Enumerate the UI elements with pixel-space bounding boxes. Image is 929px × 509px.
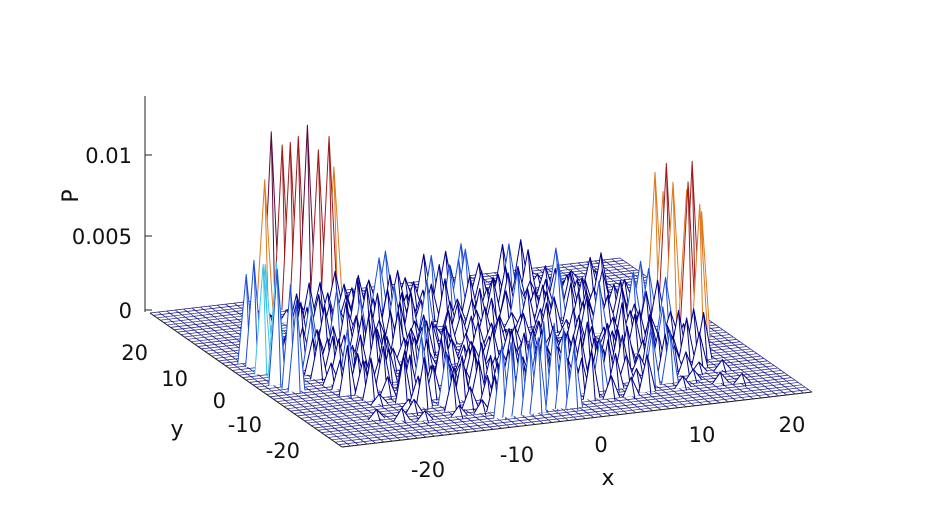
surface-peak	[378, 376, 397, 400]
surface-peak	[677, 317, 696, 365]
surface-peak	[416, 410, 434, 424]
axes: 0 0.005 0.01 P 20 10 0 -10 -20 y -20 -10…	[59, 96, 813, 491]
x-tick-label-0: -20	[411, 458, 445, 482]
y-tick-label-4: -20	[266, 439, 300, 463]
surface-peak	[320, 136, 338, 309]
surface-peak	[370, 393, 389, 407]
surface-peak	[362, 357, 380, 403]
x-tick-label-4: 20	[779, 413, 806, 437]
surface-peak	[733, 372, 751, 386]
surface-peak	[602, 375, 621, 401]
surface-peak	[287, 302, 306, 394]
y-axis-line	[149, 312, 343, 448]
z-tick-label-1: 0.005	[72, 225, 132, 249]
x-tick-label-1: -10	[500, 443, 534, 467]
surface-peak	[664, 181, 682, 329]
probability-surface	[237, 124, 751, 424]
surface-peak	[453, 355, 471, 403]
surface-peak	[514, 312, 533, 344]
y-axis-label: y	[170, 417, 183, 442]
surface-peak	[268, 268, 287, 388]
x-axis-label: x	[601, 466, 614, 491]
surface-peak	[638, 354, 657, 395]
x-tick-label-3: 10	[689, 423, 716, 447]
y-tick-label-1: 10	[161, 367, 188, 391]
surface-peak	[370, 257, 388, 314]
surface-peak	[394, 355, 413, 406]
surface-peak	[674, 375, 692, 391]
surface-peak	[310, 335, 328, 382]
surface-peak	[254, 263, 273, 377]
y-tick-label-0: 20	[121, 341, 148, 365]
surface-peak	[529, 337, 548, 416]
surface-peak	[393, 407, 411, 424]
x-axis-line	[341, 391, 813, 448]
surface-peak	[450, 404, 468, 419]
surface-peak	[661, 329, 679, 386]
z-axis-label: P	[59, 189, 84, 202]
surface-peak	[713, 359, 732, 373]
surface-peak	[415, 356, 434, 410]
z-tick-label-2: 0.01	[85, 144, 132, 168]
surface-peak	[690, 331, 709, 371]
surface-peak	[338, 344, 357, 399]
surface-peak	[679, 181, 697, 340]
surface-peak	[405, 398, 423, 416]
surface-peak	[677, 351, 695, 378]
surface-peak	[367, 408, 386, 422]
y-tick-label-2: 0	[213, 389, 226, 413]
surface-peak	[590, 280, 608, 336]
x-tick-label-2: 0	[594, 433, 607, 457]
z-tick-label-0: 0	[119, 299, 132, 323]
y-tick-label-3: -10	[228, 413, 262, 437]
surface-peak	[684, 368, 703, 384]
surface-peak	[565, 346, 583, 411]
surface-peak	[582, 349, 601, 402]
surface-peak	[622, 376, 641, 400]
surface-peak	[461, 385, 479, 412]
surface-peak	[711, 371, 730, 386]
surface-peak	[444, 372, 462, 414]
